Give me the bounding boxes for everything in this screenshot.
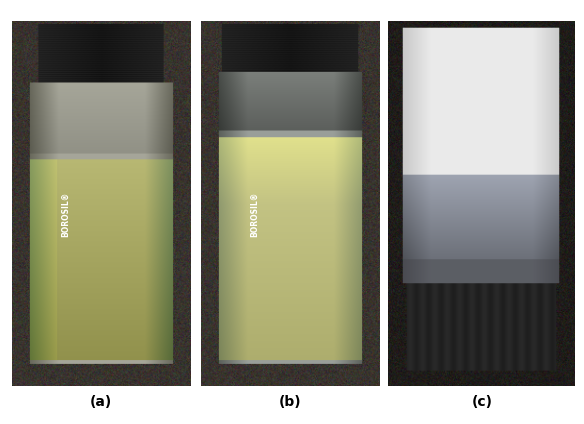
Text: (b): (b) <box>279 395 301 409</box>
Text: (c): (c) <box>471 395 492 409</box>
Text: (a): (a) <box>89 395 112 409</box>
Text: BOROSIL®: BOROSIL® <box>61 192 69 237</box>
Text: BOROSIL®: BOROSIL® <box>251 192 259 237</box>
